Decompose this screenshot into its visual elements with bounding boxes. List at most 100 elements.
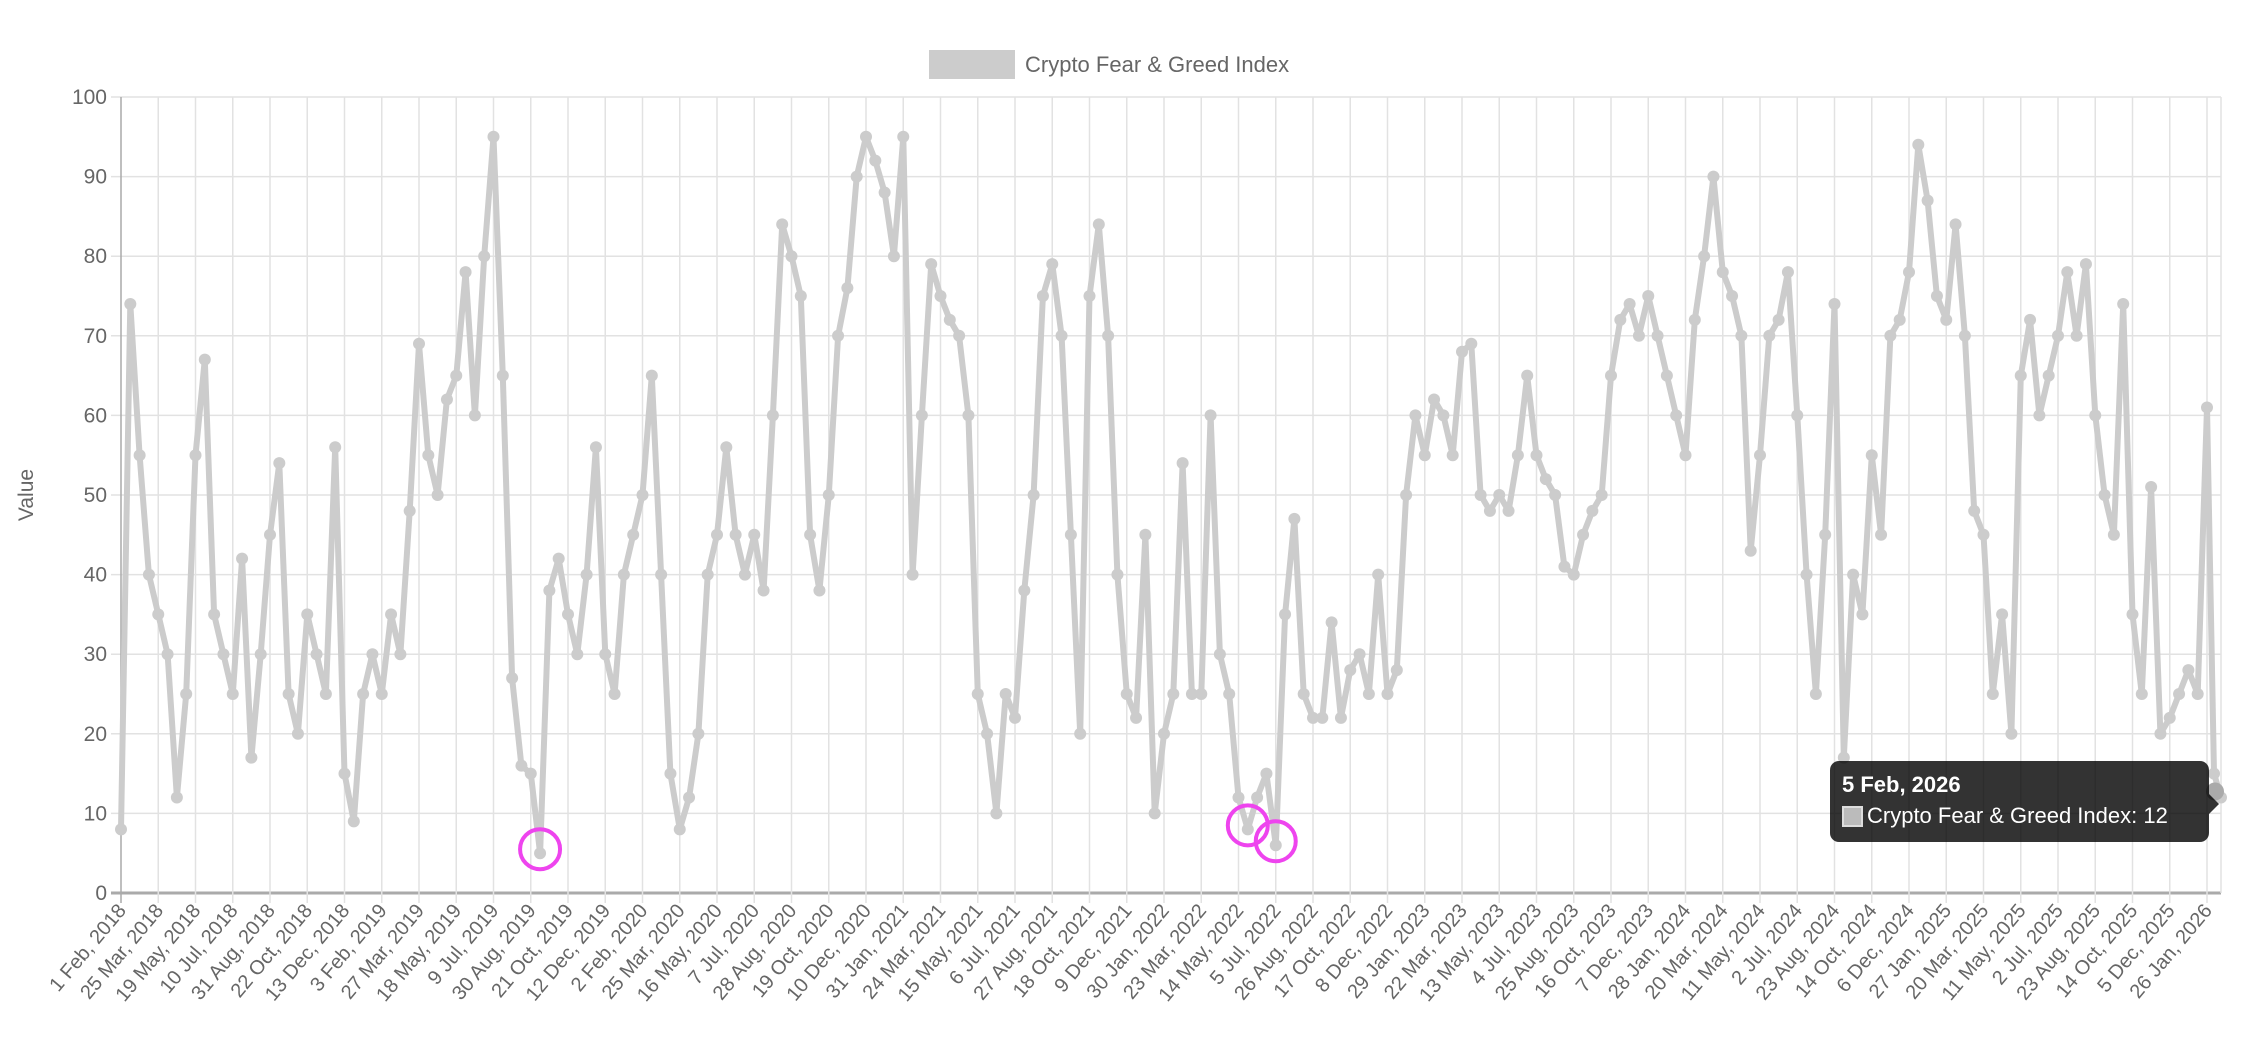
data-point — [1949, 218, 1962, 231]
y-axis-label: Value — [15, 469, 38, 521]
data-point — [562, 608, 574, 621]
data-point — [1409, 409, 1422, 422]
y-tick-label: 10 — [84, 802, 107, 825]
y-tick-label: 100 — [72, 86, 107, 109]
data-point — [1986, 688, 1999, 700]
low-highlight-circle — [518, 827, 563, 872]
data-point — [636, 489, 649, 501]
data-point — [487, 130, 500, 143]
low-highlight-circle — [1225, 803, 1270, 848]
data-point — [2079, 258, 2092, 271]
data-point — [310, 648, 323, 661]
y-tick-label: 60 — [84, 404, 107, 427]
data-point — [589, 441, 602, 454]
data-point — [2061, 266, 2074, 279]
data-point — [115, 823, 127, 836]
data-point — [1530, 449, 1543, 462]
data-point — [1884, 329, 1897, 342]
data-point — [1958, 329, 1971, 342]
data-point — [1148, 807, 1161, 820]
data-point — [1595, 489, 1608, 501]
data-point — [1344, 664, 1357, 677]
data-point — [1483, 504, 1496, 517]
data-point — [1325, 616, 1338, 629]
data-point — [1130, 711, 1143, 724]
y-axis-ticks: 0 10 20 30 40 50 60 70 80 90 100 — [72, 86, 107, 905]
data-point — [617, 568, 630, 581]
data-point — [385, 608, 398, 621]
data-point — [2042, 369, 2055, 382]
data-point — [180, 688, 193, 700]
data-point — [794, 290, 807, 302]
data-point — [245, 751, 258, 764]
data-point — [1754, 449, 1766, 462]
data-point — [915, 409, 928, 422]
data-point — [1167, 688, 1180, 700]
legend-label: Crypto Fear & Greed Index — [1025, 52, 1289, 77]
data-point — [1847, 568, 1860, 581]
data-point — [1232, 791, 1245, 804]
data-point — [431, 489, 444, 501]
data-point — [664, 767, 677, 780]
data-point — [403, 504, 416, 517]
tooltip-body: Crypto Fear & Greed Index: 12 — [1842, 800, 2197, 832]
data-point — [981, 727, 994, 740]
data-point — [1027, 489, 1040, 501]
data-point — [496, 369, 509, 382]
data-point — [1856, 608, 1869, 621]
y-tick-label: 30 — [84, 643, 107, 666]
data-point — [990, 807, 1003, 820]
data-point — [1698, 250, 1711, 263]
data-point — [850, 170, 863, 183]
data-point — [1120, 688, 1133, 700]
data-point — [2014, 369, 2027, 382]
data-point — [2033, 409, 2046, 422]
data-point — [236, 552, 249, 565]
data-point — [440, 393, 453, 406]
data-point — [515, 759, 528, 772]
data-point — [1009, 711, 1021, 724]
data-point — [506, 672, 519, 685]
data-point — [366, 648, 379, 661]
data-point — [2182, 664, 2195, 677]
data-point — [1362, 688, 1375, 700]
data-point — [2154, 727, 2167, 740]
data-point — [1614, 313, 1627, 326]
data-point — [1605, 369, 1617, 382]
data-point — [2173, 688, 2186, 700]
data-point — [1865, 449, 1878, 462]
y-tick-label: 90 — [84, 166, 107, 189]
data-point — [701, 568, 714, 581]
data-point — [1930, 290, 1943, 302]
data-point — [1828, 297, 1841, 310]
data-point — [1632, 329, 1645, 342]
data-point — [571, 648, 584, 661]
data-point — [1418, 449, 1431, 462]
data-point — [1511, 449, 1524, 462]
y-tick-label: 70 — [84, 325, 107, 348]
data-point — [1940, 313, 1953, 326]
data-point — [1390, 664, 1403, 677]
data-point — [1586, 504, 1599, 517]
data-point — [1251, 791, 1264, 804]
tooltip-swatch — [1842, 805, 1863, 827]
data-point — [1036, 290, 1049, 302]
data-point — [1102, 329, 1115, 342]
data-point — [869, 154, 882, 167]
data-point — [2024, 313, 2037, 326]
data-point — [1083, 290, 1096, 302]
data-point — [2201, 401, 2213, 414]
data-point — [599, 648, 612, 661]
series-crypto-fear-greed — [115, 130, 2227, 860]
data-point — [645, 369, 658, 382]
legend[interactable]: Crypto Fear & Greed Index — [929, 50, 1289, 79]
data-point — [1763, 329, 1776, 342]
data-point — [1297, 688, 1310, 700]
data-point — [1912, 138, 1925, 151]
data-point — [673, 823, 686, 836]
data-point — [1223, 688, 1236, 700]
data-point — [1018, 584, 1031, 597]
data-point — [450, 369, 463, 382]
data-point — [757, 584, 770, 597]
